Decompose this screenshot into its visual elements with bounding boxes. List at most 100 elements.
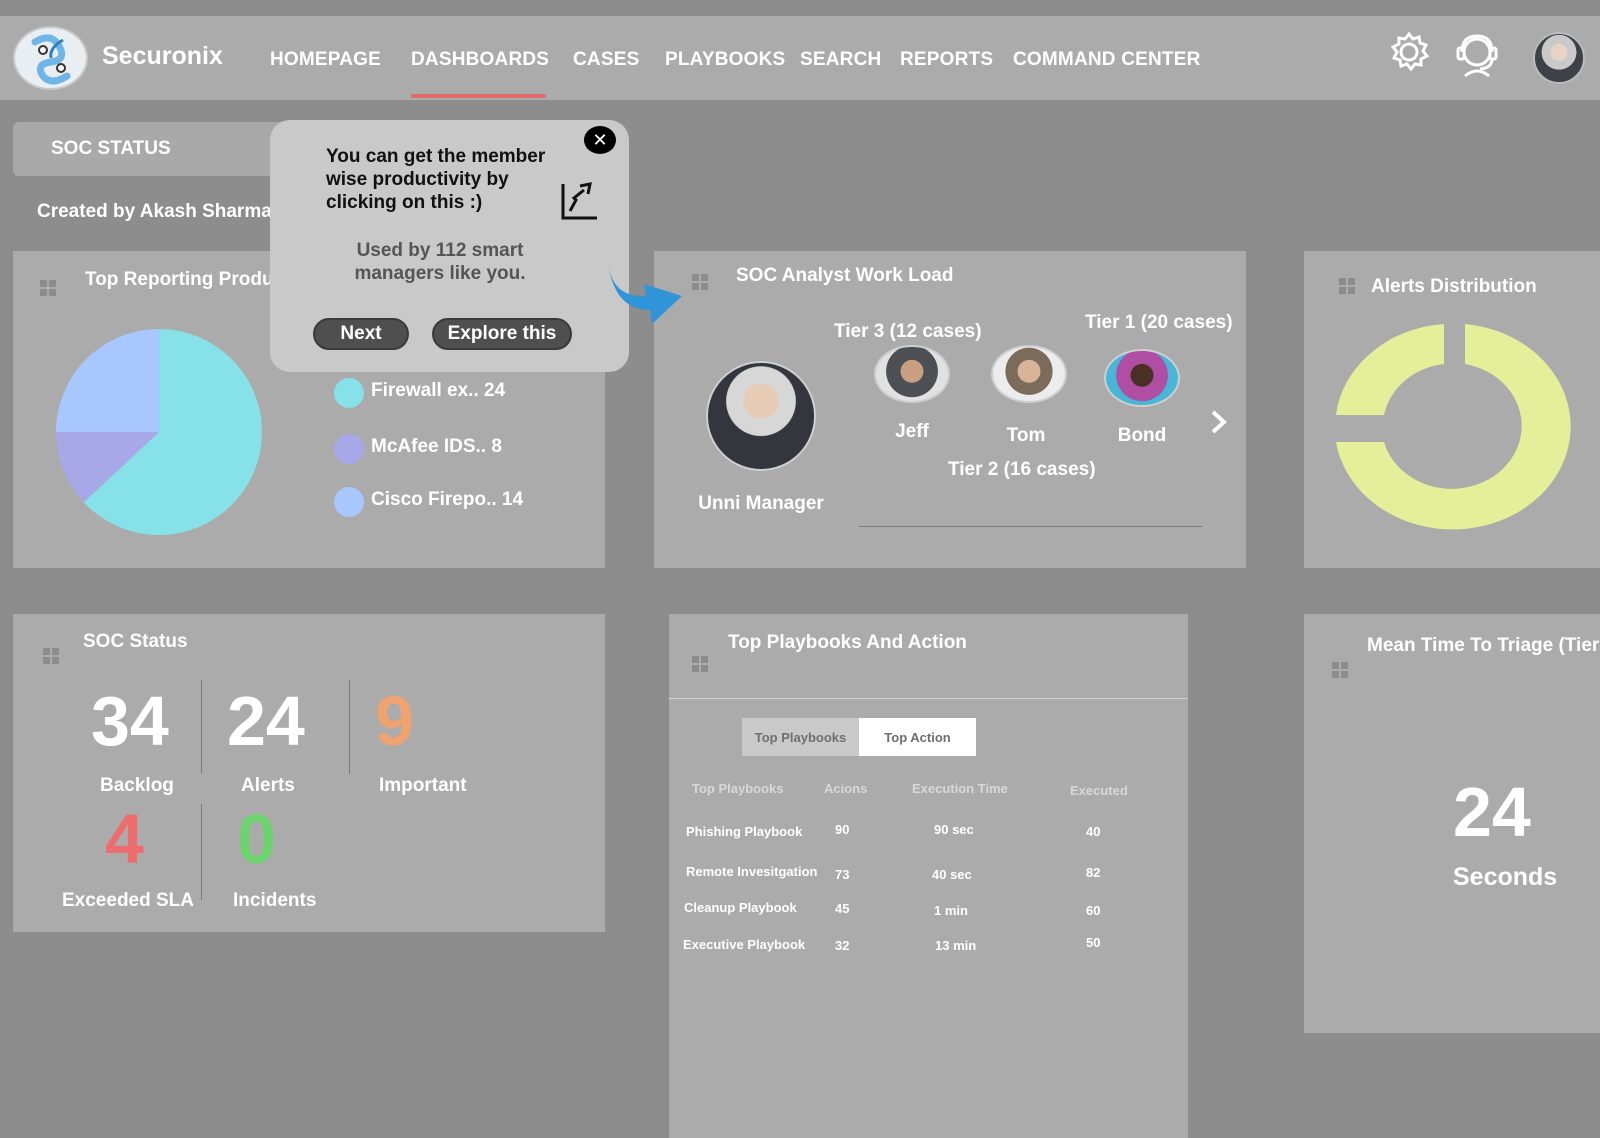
pie-slice-mcafee — [55, 432, 159, 503]
analyst-avatar-bond[interactable] — [1104, 349, 1180, 407]
alerts-distribution-title: Alerts Distribution — [1371, 276, 1537, 297]
mean-time-title: Mean Time To Triage (Tier — [1367, 635, 1600, 656]
cell-executed: 50 — [1086, 935, 1101, 950]
manager-name: Unni Manager — [698, 493, 824, 514]
securonix-logo[interactable] — [13, 26, 88, 90]
mean-time-value: 24 — [1453, 773, 1531, 851]
nav-search[interactable]: SEARCH — [800, 49, 882, 70]
brand-name: Securonix — [102, 42, 223, 70]
drag-handle-icon[interactable] — [1339, 278, 1355, 294]
incidents-count: 0 — [237, 800, 276, 878]
gear-icon[interactable] — [1385, 30, 1433, 79]
pie-slice-firewall — [83, 329, 262, 535]
cell-playbook: Phishing Playbook — [686, 824, 803, 839]
onboarding-tooltip: ✕ You can get the member wise productivi… — [270, 120, 629, 372]
mean-time-card: Mean Time To Triage (Tier 24 Seconds — [1304, 614, 1600, 1033]
top-navigation-bar: Securonix HOMEPAGE DASHBOARDS CASES PLAY… — [0, 16, 1600, 100]
cell-executed: 82 — [1086, 865, 1101, 880]
card-header-divider — [669, 698, 1188, 699]
top-playbooks-card: Top Playbooks And Action — [669, 614, 1188, 1138]
tab-top-action[interactable]: Top Action — [859, 718, 976, 756]
cell-actions: 90 — [835, 822, 850, 837]
cell-execution-time: 13 min — [935, 938, 977, 953]
support-agent-icon[interactable] — [1452, 30, 1502, 85]
tier1-label: Tier 1 (20 cases) — [1085, 312, 1233, 333]
mean-time-unit: Seconds — [1453, 863, 1558, 891]
tab-top-playbooks[interactable]: Top Playbooks — [742, 718, 859, 756]
drag-handle-icon[interactable] — [1332, 662, 1348, 678]
analyst-name-tom: Tom — [1006, 425, 1046, 446]
nav-dashboards[interactable]: DASHBOARDS — [411, 49, 550, 70]
drag-handle-icon[interactable] — [692, 656, 708, 672]
playbooks-tab-bar: Top Playbooks Top Action — [742, 718, 976, 756]
analyst-avatar-tom[interactable] — [991, 345, 1067, 403]
cell-playbook: Executive Playbook — [683, 937, 806, 952]
cell-playbook: Cleanup Playbook — [684, 900, 797, 915]
next-button[interactable]: Next — [313, 318, 409, 350]
chevron-right-icon[interactable] — [1209, 409, 1229, 440]
legend-dot-firewall — [334, 378, 364, 408]
nav-command-center[interactable]: COMMAND CENTER — [1013, 49, 1201, 70]
alerts-label: Alerts — [241, 775, 295, 796]
manager-avatar[interactable] — [706, 361, 816, 471]
column-header-playbook: Top Playbooks — [692, 781, 784, 796]
divider — [201, 680, 202, 774]
tooltip-message: You can get the member wise productivity… — [326, 146, 546, 214]
column-header-actions: Acions — [824, 781, 868, 796]
usage-stat: Used by 112 smart managers like you. — [354, 240, 526, 284]
incidents-label: Incidents — [233, 890, 317, 911]
donut-segment-minor — [1336, 324, 1444, 415]
pointer-arrow-icon — [604, 258, 690, 335]
logo-mark-icon — [31, 34, 71, 85]
exceeded-sla-label: Exceeded SLA — [62, 890, 194, 911]
legend-label-mcafee: McAfee IDS.. 8 — [371, 436, 502, 457]
tier2-label: Tier 2 (16 cases) — [948, 459, 1096, 480]
cell-actions: 73 — [835, 867, 850, 882]
analyst-workload-card: SOC Analyst Work Load Tier 3 (12 cases) … — [654, 251, 1246, 568]
nav-playbooks[interactable]: PLAYBOOKS — [665, 49, 786, 70]
legend-dot-mcafee — [334, 434, 364, 464]
legend-label-firewall: Firewall ex.. 24 — [371, 380, 506, 401]
legend-label-cisco: Cisco Firepo.. 14 — [371, 489, 524, 510]
dashboard-selector-value: SOC STATUS — [51, 138, 171, 159]
divider — [201, 804, 202, 900]
user-avatar[interactable] — [1533, 32, 1585, 84]
nav-reports[interactable]: REPORTS — [900, 49, 994, 70]
top-reporting-pie-chart — [55, 329, 262, 535]
column-header-execution-time: Execution Time — [912, 781, 1008, 796]
top-reporting-title: Top Reporting Produ — [85, 269, 274, 290]
pie-slice-cisco — [56, 329, 159, 432]
cell-executed: 60 — [1086, 903, 1101, 918]
analyst-avatar-jeff[interactable] — [874, 345, 950, 403]
workload-title: SOC Analyst Work Load — [736, 265, 954, 286]
drag-handle-icon[interactable] — [692, 274, 708, 290]
explore-this-button[interactable]: Explore this — [432, 318, 572, 350]
important-label: Important — [379, 775, 467, 796]
dashboard-selector[interactable]: SOC STATUS — [13, 122, 288, 176]
alerts-count: 24 — [227, 682, 305, 760]
nav-cases[interactable]: CASES — [573, 49, 640, 70]
created-by-label: Created by Akash Sharma — [37, 201, 272, 222]
drag-handle-icon[interactable] — [40, 280, 56, 296]
nav-homepage[interactable]: HOMEPAGE — [270, 49, 382, 70]
active-nav-indicator — [411, 94, 546, 98]
cell-actions: 45 — [835, 901, 850, 916]
column-header-executed: Executed — [1070, 783, 1128, 798]
playbooks-title: Top Playbooks And Action — [728, 632, 967, 653]
close-icon[interactable]: ✕ — [584, 126, 616, 154]
important-count: 9 — [375, 682, 414, 760]
soc-status-title: SOC Status — [83, 631, 188, 652]
backlog-count: 34 — [91, 682, 169, 760]
tier3-label: Tier 3 (12 cases) — [834, 321, 982, 342]
analyst-name-bond: Bond — [1117, 425, 1167, 446]
drag-handle-icon[interactable] — [43, 648, 59, 664]
soc-status-card: SOC Status 34 Backlog 24 Alerts 9 Import… — [13, 614, 605, 932]
productivity-chart-icon[interactable] — [560, 180, 600, 227]
cell-actions: 32 — [835, 938, 850, 953]
analyst-name-jeff: Jeff — [895, 421, 929, 442]
top-reporting-card: Top Reporting Produ Firewall ex.. 24 McA… — [13, 251, 605, 568]
cell-playbook: Remote Invesitgation — [686, 864, 818, 879]
legend-dot-cisco — [334, 487, 364, 517]
workload-divider — [859, 526, 1202, 527]
alerts-donut-chart — [1336, 324, 1571, 530]
